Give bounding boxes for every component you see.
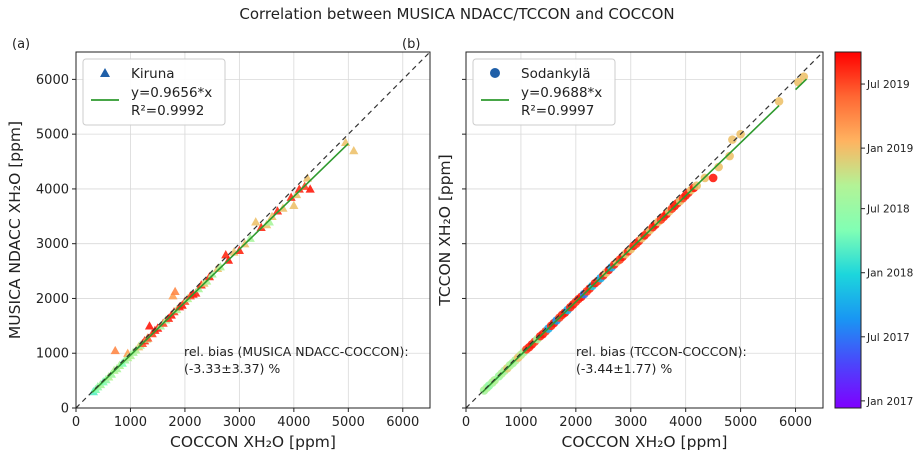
colorbar-tick-label: Jan 2019 [866, 143, 913, 155]
data-point [256, 222, 266, 231]
y-tick-label: 6000 [36, 73, 69, 88]
data-point [294, 184, 304, 193]
colorbar-tick-label: Jul 2018 [866, 204, 910, 216]
legend-r2-label: R²=0.9992 [131, 103, 204, 119]
y-axis-label: MUSICA NDACC XH₂O [ppm] [6, 121, 24, 339]
legend: Kiruna y=0.9656*x R²=0.9992 [82, 58, 226, 126]
panel-label: (b) [402, 37, 420, 52]
x-tick-label: 5000 [332, 415, 365, 430]
x-tick-label: 6000 [386, 415, 419, 430]
data-layer [76, 52, 430, 408]
legend-series-label: Kiruna [131, 66, 175, 82]
x-tick-label: 0 [72, 415, 80, 430]
data-point [728, 135, 737, 144]
bias-annotation-line1: rel. bias (MUSICA NDACC-COCCON): [184, 344, 409, 359]
panel-label: (a) [12, 37, 30, 52]
y-tick-label: 0 [61, 402, 69, 417]
x-axis-label: COCCON XH₂O [ppm] [562, 433, 728, 451]
legend-circle-icon [490, 68, 500, 78]
y-tick-label: 5000 [36, 128, 69, 143]
data-point [144, 321, 155, 330]
colorbar [834, 51, 862, 409]
legend-box [82, 58, 226, 126]
data-point [725, 151, 734, 161]
legend-fit-label: y=0.9688*x [521, 85, 602, 101]
x-tick-label: 4000 [277, 415, 310, 430]
data-point [207, 269, 217, 278]
data-point [774, 96, 784, 106]
legend-series-label: Sodankylä [521, 66, 591, 82]
data-point [305, 184, 315, 193]
bias-annotation-line2: (-3.44±1.77) % [576, 361, 672, 376]
y-tick-label: 1000 [36, 347, 69, 362]
data-point [302, 173, 313, 182]
data-point [251, 217, 261, 226]
data-point [170, 286, 180, 296]
data-point [272, 206, 283, 215]
x-tick-label: 0 [462, 415, 470, 430]
colorbar-tick-label: Jan 2018 [866, 268, 913, 280]
panel-b: 0 1000 2000 3000 4000 5000 6000 (b) COCCON XH₂O … [402, 37, 824, 451]
x-tick-label: 3000 [223, 415, 256, 430]
data-point [289, 200, 299, 210]
colorbar-tick-label: Jan 2017 [866, 396, 913, 408]
x-tick-label: 4000 [669, 415, 702, 430]
data-point [168, 291, 178, 300]
data-point [267, 211, 277, 220]
y-tick-label: 4000 [36, 182, 69, 197]
axes-frame [75, 51, 431, 409]
legend-triangle-icon [100, 68, 110, 77]
legend-box [472, 58, 616, 126]
identity-line [466, 52, 823, 408]
data-point [215, 262, 225, 271]
data-point [349, 145, 359, 155]
data-point [714, 162, 723, 172]
axes-frame [465, 51, 824, 409]
x-tick-label: 2000 [559, 415, 592, 430]
figure-title: Correlation between MUSICA NDACC/TCCON a… [239, 5, 674, 23]
x-tick-label: 1000 [114, 415, 147, 430]
y-axis-label: TCCON XH₂O [ppm] [436, 154, 454, 306]
legend: Sodankylä y=0.9688*x R²=0.9997 [472, 58, 616, 126]
bias-annotation-line1: rel. bias (TCCON-COCCON): [576, 344, 747, 359]
legend-fit-label: y=0.9656*x [131, 85, 212, 101]
y-tick-label: 3000 [36, 237, 69, 252]
x-tick-label: 3000 [614, 415, 647, 430]
data-point [286, 192, 296, 201]
x-tick-label: 1000 [504, 415, 537, 430]
colorbar-tick-label: Jul 2019 [866, 79, 910, 91]
x-tick-label: 2000 [168, 415, 201, 430]
fit-line-extension [794, 78, 808, 91]
bias-annotation-line2: (-3.33±3.37) % [184, 361, 280, 376]
x-tick-label: 6000 [779, 415, 812, 430]
identity-line [76, 52, 430, 408]
fit-line [481, 104, 780, 393]
x-axis-label: COCCON XH₂O [ppm] [170, 433, 336, 451]
fit-line [91, 143, 349, 393]
data-point [708, 173, 718, 183]
data-layer [466, 52, 823, 408]
data-point [221, 250, 231, 259]
colorbar-tick-label: Jul 2017 [866, 332, 910, 344]
x-tick-label: 5000 [724, 415, 757, 430]
legend-r2-label: R²=0.9997 [521, 103, 594, 119]
y-tick-label: 2000 [36, 292, 69, 307]
data-point [110, 345, 120, 355]
panel-a: 00 1000 1000 2000 2000 3000 3000 4000 4000 5000 50… [6, 37, 431, 451]
